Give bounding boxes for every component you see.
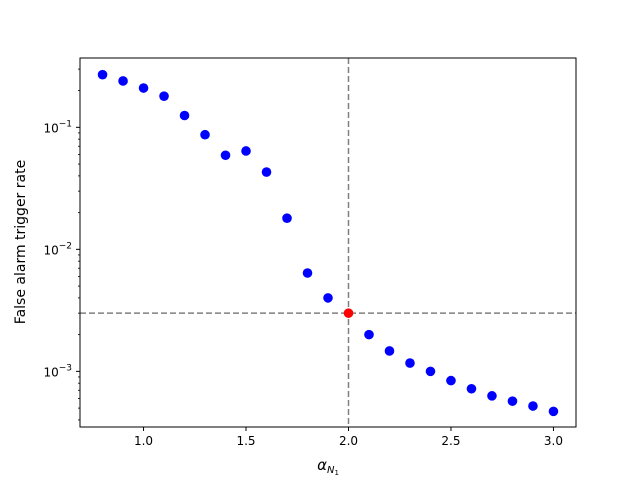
y-axis-label: False alarm trigger rate [13, 160, 29, 324]
y-tick-label: 10−3 [43, 363, 72, 379]
y-tick-label: 10−2 [43, 241, 72, 257]
axes-frame [79, 57, 577, 428]
x-tick-label: 2.5 [441, 434, 460, 448]
data-point [118, 76, 128, 86]
data-point [425, 366, 436, 377]
x-tick-label: 1.0 [134, 434, 153, 448]
data-point [200, 129, 210, 140]
data-point [241, 146, 251, 156]
data-point [159, 91, 169, 101]
x-tick-label: 1.5 [236, 434, 255, 448]
y-axis: 10−3 10−2 10−1 [43, 68, 80, 421]
highlight-point [343, 308, 354, 318]
plot-area [80, 58, 576, 427]
data-point [384, 346, 395, 356]
data-point [548, 406, 559, 417]
data-point [138, 83, 149, 93]
x-axis-label-main: α [317, 456, 327, 474]
data-point [405, 358, 415, 368]
data-point [466, 383, 477, 394]
x-axis: 1.0 1.5 2.0 2.5 3.0 [134, 427, 563, 448]
data-point [487, 391, 497, 401]
x-tick-label: 2.0 [339, 434, 358, 448]
data-point [261, 167, 272, 177]
data-point [282, 213, 292, 224]
x-axis-label-subsub: 1 [334, 469, 338, 477]
x-tick-label: 3.0 [544, 434, 563, 448]
data-point [446, 375, 456, 386]
data-point [507, 396, 518, 406]
data-point [97, 69, 108, 80]
y-tick-label: 10−1 [43, 119, 72, 135]
x-axis-label-sub: N [327, 465, 335, 476]
data-point [528, 401, 538, 411]
x-axis-label: αN1 [317, 456, 339, 477]
data-point [323, 293, 333, 303]
data-point [302, 268, 313, 278]
data-point [220, 150, 231, 161]
data-point [179, 110, 190, 121]
data-point [364, 329, 374, 340]
